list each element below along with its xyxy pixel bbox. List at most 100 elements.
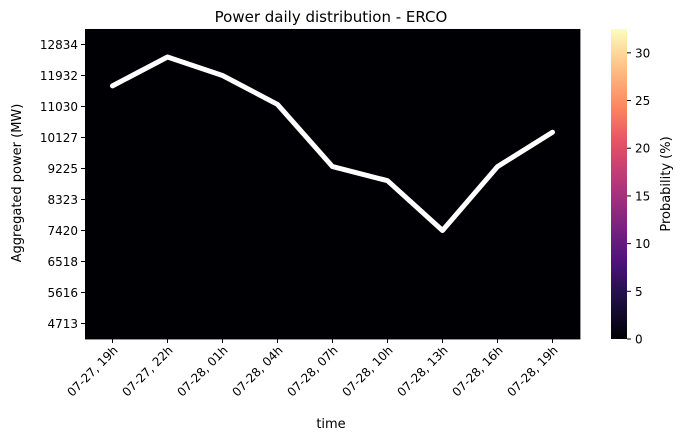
- heatmap-cell: [525, 152, 581, 164]
- heatmap-cell: [85, 287, 141, 299]
- heatmap-cell: [250, 277, 306, 288]
- heatmap-cell: [525, 318, 581, 330]
- heatmap-cell: [525, 307, 581, 319]
- heatmap-cell: [305, 90, 361, 102]
- heatmap-cell: [305, 225, 361, 237]
- heatmap-cell: [195, 101, 251, 113]
- heatmap-cell: [250, 204, 306, 216]
- heatmap-cell: [360, 256, 416, 268]
- heatmap-cell: [470, 297, 526, 309]
- heatmap-cell: [525, 235, 581, 247]
- heatmap-cell: [360, 80, 416, 92]
- heatmap-cell: [250, 214, 306, 226]
- heatmap-cell: [305, 266, 361, 278]
- y-tick-label: 4713: [47, 317, 78, 331]
- x-tick-label: 07-28, 07h: [284, 343, 340, 399]
- heatmap-cell: [250, 39, 306, 51]
- heatmap-cell: [305, 245, 361, 257]
- colorbar: [611, 29, 627, 339]
- heatmap-cell: [470, 266, 526, 278]
- heatmap-cell: [85, 173, 141, 185]
- heatmap-cell: [195, 39, 251, 51]
- heatmap-cell: [250, 132, 306, 144]
- heatmap-cell: [305, 70, 361, 82]
- heatmap-cell: [525, 90, 581, 102]
- heatmap-cell: [525, 163, 581, 175]
- heatmap-cell: [470, 214, 526, 226]
- heatmap-cell: [195, 307, 251, 319]
- heatmap-cell: [140, 194, 196, 206]
- heatmap-cell: [250, 225, 306, 237]
- heatmap-cell: [250, 59, 306, 71]
- heatmap-cell: [140, 297, 196, 309]
- heatmap-cell: [195, 266, 251, 278]
- y-tick-label: 8323: [47, 193, 78, 207]
- heatmap-cell: [360, 225, 416, 237]
- heatmap-cell: [415, 142, 471, 154]
- heatmap-cell: [415, 132, 471, 144]
- heatmap-cell: [360, 132, 416, 144]
- heatmap-cell: [195, 80, 251, 92]
- heatmap-cell: [525, 70, 581, 82]
- heatmap-cell: [415, 59, 471, 71]
- heatmap-cell: [525, 225, 581, 237]
- heatmap-cell: [250, 49, 306, 61]
- heatmap-cell: [85, 142, 141, 154]
- heatmap-cell: [195, 163, 251, 175]
- heatmap-cell: [470, 70, 526, 82]
- heatmap-cell: [415, 328, 471, 340]
- heatmap-cell: [85, 163, 141, 175]
- heatmap-cell: [195, 183, 251, 195]
- heatmap-cell: [360, 328, 416, 340]
- heatmap-cell: [415, 214, 471, 226]
- heatmap-cell: [305, 204, 361, 216]
- heatmap-cell: [525, 297, 581, 309]
- heatmap-cell: [195, 152, 251, 164]
- heatmap-cell: [250, 256, 306, 268]
- heatmap-cell: [85, 277, 141, 288]
- heatmap-cell: [360, 59, 416, 71]
- heatmap-cell: [250, 297, 306, 309]
- heatmap-cell: [195, 142, 251, 154]
- heatmap-cell: [360, 318, 416, 330]
- heatmap-cell: [140, 101, 196, 113]
- heatmap-cell: [360, 111, 416, 123]
- heatmap-cell: [195, 121, 251, 133]
- heatmap-cell: [250, 318, 306, 330]
- heatmap-cell: [250, 173, 306, 185]
- heatmap-cell: [250, 235, 306, 247]
- series-line: [110, 54, 555, 233]
- heatmap-cell: [470, 121, 526, 133]
- heatmap-cell: [360, 183, 416, 195]
- heatmap-cell: [415, 256, 471, 268]
- y-tick-label: 7420: [47, 224, 78, 238]
- heatmap-cell: [470, 194, 526, 206]
- heatmap-cell: [140, 173, 196, 185]
- heatmap-cell: [525, 49, 581, 61]
- heatmap-cell: [85, 204, 141, 216]
- y-axis-ticks: 12834 11932 11030 10127 9225 8323 7420 6518 5616…: [40, 38, 85, 331]
- y-tick-label: 10127: [40, 131, 78, 145]
- heatmap-cell: [85, 28, 141, 40]
- chart-title: Power daily distribution - ERCO: [215, 8, 448, 26]
- heatmap-cell: [415, 49, 471, 61]
- heatmap-cell: [250, 307, 306, 319]
- heatmap-cell: [470, 307, 526, 319]
- heatmap-cell: [470, 80, 526, 92]
- heatmap-cell: [305, 307, 361, 319]
- heatmap-cell: [305, 214, 361, 226]
- heatmap-cell: [470, 225, 526, 237]
- heatmap-cell: [195, 132, 251, 144]
- heatmap-cell: [360, 49, 416, 61]
- heatmap-cell: [305, 39, 361, 51]
- heatmap-cell: [85, 152, 141, 164]
- heatmap-cell: [250, 266, 306, 278]
- heatmap-cell: [195, 90, 251, 102]
- heatmap-cell: [470, 59, 526, 71]
- heatmap-cell: [305, 111, 361, 123]
- heatmap-cell: [195, 328, 251, 340]
- colorbar-tick-label: 30: [635, 46, 650, 60]
- colorbar-tick-label: 20: [635, 142, 650, 156]
- heatmap-cell: [250, 80, 306, 92]
